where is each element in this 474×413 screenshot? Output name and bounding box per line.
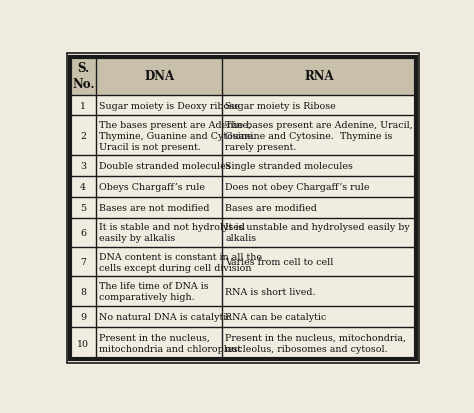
- Text: 10: 10: [77, 339, 89, 348]
- Bar: [96, 57, 222, 95]
- Text: DNA: DNA: [144, 70, 174, 83]
- Text: 2: 2: [80, 132, 86, 140]
- Text: DNA content is constant in all the
cells except during cell division: DNA content is constant in all the cells…: [99, 252, 262, 272]
- Text: 8: 8: [80, 287, 86, 296]
- Text: The life time of DNA is
comparatively high.: The life time of DNA is comparatively hi…: [99, 281, 209, 301]
- Bar: [70, 218, 96, 247]
- Text: No natural DNA is catalytic: No natural DNA is catalytic: [99, 312, 232, 321]
- Bar: [96, 197, 222, 218]
- Text: Does not obey Chargaff’s rule: Does not obey Chargaff’s rule: [225, 183, 370, 192]
- Text: The bases present are Adenine, Uracil,
Guanine and Cytosine.  Thymine is
rarely : The bases present are Adenine, Uracil, G…: [225, 121, 413, 152]
- Bar: [96, 156, 222, 177]
- Text: Obeys Chargaff’s rule: Obeys Chargaff’s rule: [99, 183, 205, 192]
- Bar: [222, 95, 416, 116]
- Text: Double stranded molecules: Double stranded molecules: [99, 162, 231, 171]
- Text: Bases are modified: Bases are modified: [225, 203, 317, 212]
- Text: Bases are not modified: Bases are not modified: [99, 203, 210, 212]
- Bar: [96, 177, 222, 197]
- Text: RNA: RNA: [304, 70, 334, 83]
- Bar: [222, 277, 416, 306]
- Text: It is stable and not hydrolysed
easily by alkalis: It is stable and not hydrolysed easily b…: [99, 223, 245, 243]
- Text: 6: 6: [80, 228, 86, 237]
- Bar: [70, 306, 96, 327]
- Bar: [96, 327, 222, 360]
- Bar: [222, 218, 416, 247]
- Text: It is unstable and hydrolysed easily by
alkalis: It is unstable and hydrolysed easily by …: [225, 223, 410, 243]
- Text: Varies from cell to cell: Varies from cell to cell: [225, 258, 334, 266]
- Bar: [70, 116, 96, 156]
- Bar: [96, 218, 222, 247]
- Text: 5: 5: [80, 203, 86, 212]
- Text: Single stranded molecules: Single stranded molecules: [225, 162, 353, 171]
- Bar: [96, 247, 222, 277]
- Bar: [96, 277, 222, 306]
- Text: S.
No.: S. No.: [72, 62, 94, 91]
- Bar: [222, 156, 416, 177]
- Bar: [222, 247, 416, 277]
- Bar: [70, 197, 96, 218]
- Text: 7: 7: [80, 258, 86, 266]
- Text: The bases present are Adenine,
Thymine, Guanine and Cytosine.
Uracil is not pres: The bases present are Adenine, Thymine, …: [99, 121, 255, 152]
- Bar: [70, 247, 96, 277]
- Bar: [70, 156, 96, 177]
- Bar: [222, 327, 416, 360]
- Bar: [222, 57, 416, 95]
- Bar: [96, 306, 222, 327]
- Bar: [222, 177, 416, 197]
- Text: Present in the nucleus,
mitochondria and chloroplast: Present in the nucleus, mitochondria and…: [99, 333, 241, 353]
- Text: Sugar moiety is Deoxy ribose: Sugar moiety is Deoxy ribose: [99, 101, 240, 110]
- Text: 1: 1: [80, 101, 86, 110]
- Bar: [222, 306, 416, 327]
- Bar: [70, 57, 96, 95]
- Bar: [96, 95, 222, 116]
- Bar: [222, 116, 416, 156]
- Bar: [70, 277, 96, 306]
- Bar: [222, 197, 416, 218]
- Bar: [70, 177, 96, 197]
- Text: Present in the nucleus, mitochondria,
nucleolus, ribosomes and cytosol.: Present in the nucleus, mitochondria, nu…: [225, 333, 406, 353]
- Bar: [96, 116, 222, 156]
- Text: RNA can be catalytic: RNA can be catalytic: [225, 312, 327, 321]
- Bar: [70, 95, 96, 116]
- Text: 3: 3: [80, 162, 86, 171]
- Bar: [70, 327, 96, 360]
- Text: RNA is short lived.: RNA is short lived.: [225, 287, 316, 296]
- Text: 9: 9: [80, 312, 86, 321]
- Text: 4: 4: [80, 183, 86, 192]
- Text: Sugar moiety is Ribose: Sugar moiety is Ribose: [225, 101, 336, 110]
